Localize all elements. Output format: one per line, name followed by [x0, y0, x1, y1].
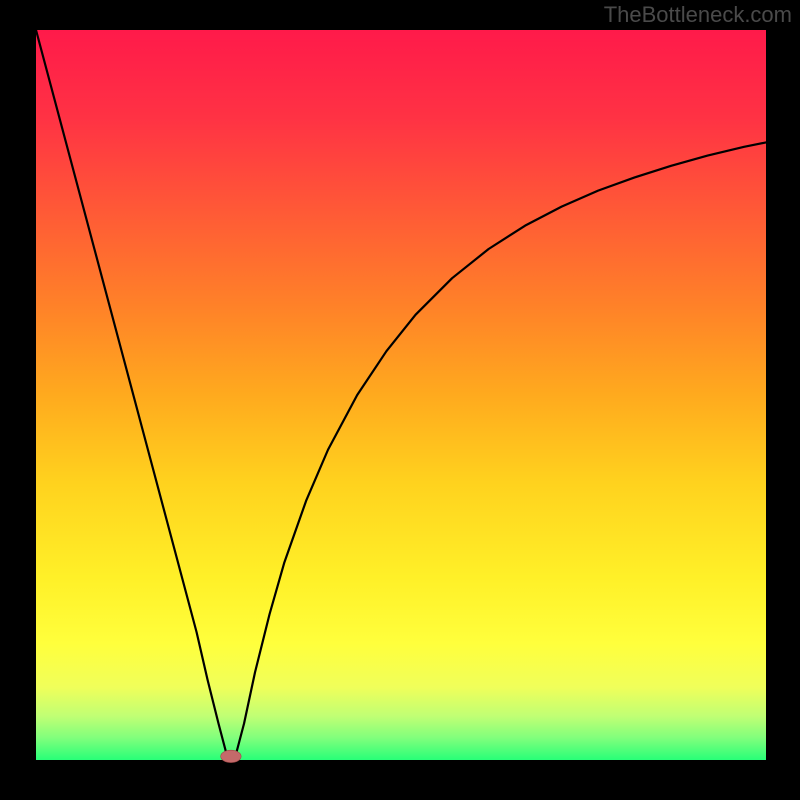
- bottleneck-chart: [0, 0, 800, 800]
- optimal-point-marker: [221, 750, 241, 762]
- plot-background: [36, 30, 766, 760]
- chart-container: TheBottleneck.com: [0, 0, 800, 800]
- watermark-text: TheBottleneck.com: [604, 2, 792, 28]
